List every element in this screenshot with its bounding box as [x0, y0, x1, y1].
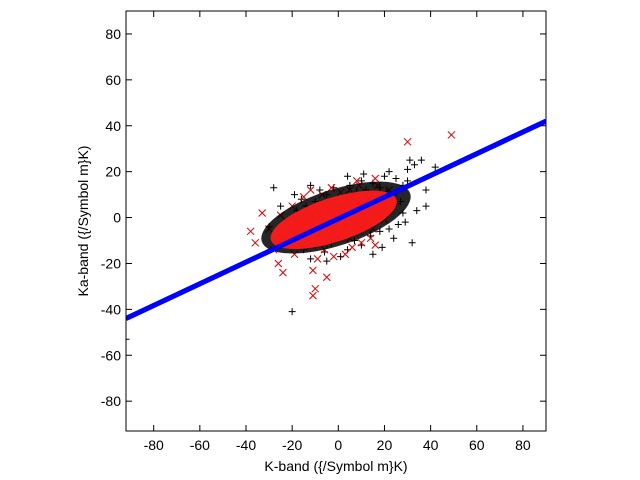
- data-point: [126, 335, 130, 343]
- data-point: [390, 234, 398, 242]
- data-point: [380, 172, 388, 180]
- data-point: [323, 257, 331, 265]
- plot-frame: [125, 10, 547, 432]
- data-point: [431, 163, 439, 171]
- data-point: [413, 207, 421, 215]
- x-tick-label: -80: [144, 437, 164, 453]
- chart-marks: [126, 118, 546, 343]
- data-point: [246, 227, 255, 236]
- data-point: [360, 170, 368, 178]
- data-point: [422, 202, 430, 210]
- x-axis-label: K-band ({/Symbol m}K): [264, 458, 407, 474]
- data-point: [385, 168, 393, 176]
- data-point: [279, 268, 287, 277]
- data-point: [313, 255, 322, 263]
- data-point: [322, 273, 331, 282]
- data-point: [357, 238, 366, 247]
- y-tick-label: -40: [101, 301, 121, 317]
- data-point: [385, 225, 393, 233]
- data-point: [408, 239, 416, 247]
- data-point: [307, 181, 315, 189]
- data-point: [366, 234, 375, 243]
- x-tick-label: -40: [236, 437, 256, 453]
- y-tick-label: -60: [101, 347, 121, 363]
- data-point: [352, 176, 361, 185]
- data-point: [371, 241, 380, 249]
- data-point: [251, 238, 260, 247]
- data-point: [401, 218, 409, 226]
- x-tick-label: 40: [423, 437, 439, 453]
- x-tick-label: -60: [190, 437, 210, 453]
- x-tick-label: 60: [469, 437, 485, 453]
- x-tick-label: 0: [334, 437, 342, 453]
- data-point: [410, 161, 418, 169]
- data-point: [404, 177, 412, 185]
- y-tick-label: 60: [105, 72, 121, 88]
- data-point: [392, 175, 400, 183]
- data-point: [288, 308, 296, 316]
- y-axis-label: Ka-band ({/Symbol m}K): [75, 146, 91, 297]
- data-point: [344, 172, 352, 180]
- fit-line-overlay: [126, 118, 546, 321]
- y-tick-label: -20: [101, 255, 121, 271]
- x-tick-label: 20: [377, 437, 393, 453]
- data-point: [404, 165, 412, 173]
- y-tick-label: -80: [101, 393, 121, 409]
- y-tick-label: 40: [105, 118, 121, 134]
- data-point: [307, 255, 315, 263]
- data-point: [270, 184, 278, 192]
- data-point: [378, 243, 386, 251]
- data-point: [290, 191, 298, 199]
- data-point: [371, 174, 380, 183]
- data-point: [341, 250, 350, 259]
- data-point: [277, 202, 285, 210]
- data-point: [309, 291, 317, 300]
- y-tick-label: 0: [113, 210, 121, 226]
- data-point: [422, 186, 430, 194]
- data-point: [403, 137, 412, 146]
- y-tick-label: 80: [105, 26, 121, 42]
- x-tick-label: 80: [515, 437, 531, 453]
- data-point: [447, 131, 456, 139]
- y-tick-label: 20: [105, 164, 121, 180]
- data-point: [306, 186, 315, 194]
- data-point: [329, 252, 338, 261]
- data-point: [394, 220, 402, 228]
- x-tick-label: -20: [282, 437, 302, 453]
- data-point: [258, 209, 267, 217]
- data-point: [274, 259, 283, 268]
- dense-cloud: [126, 118, 546, 321]
- axis-ticks: -80 -60 -40 -20 0 20 40 60 80 -80 -60 -40 -20 0 20 40 60…: [101, 11, 546, 453]
- data-point: [309, 266, 317, 275]
- data-point: [348, 243, 357, 252]
- data-point: [417, 156, 425, 164]
- data-point: [376, 227, 384, 235]
- data-point: [406, 156, 414, 164]
- data-point: [369, 250, 377, 258]
- data-point: [311, 284, 320, 293]
